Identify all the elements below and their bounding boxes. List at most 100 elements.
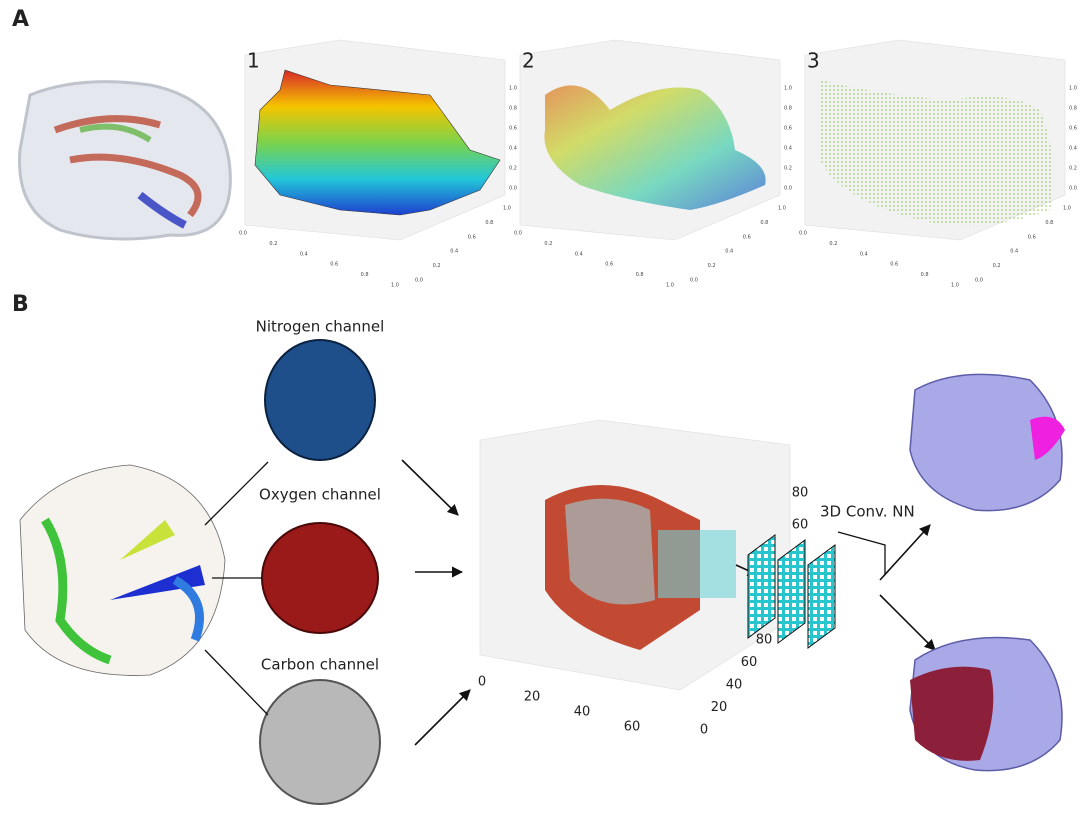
z-ticks-label: 0.4 — [509, 146, 517, 152]
plot-1 — [244, 39, 506, 241]
y-ticks-label: 0.6 — [743, 234, 751, 240]
y-ticks-label: 60 — [741, 655, 758, 670]
x-ticks-label: 1.0 — [951, 283, 959, 289]
helix — [41, 517, 112, 665]
y-ticks-label: 1.0 — [778, 206, 786, 212]
plot-label: 2 — [522, 49, 535, 73]
channel-title: Nitrogen channel — [256, 318, 385, 336]
connector — [204, 461, 269, 526]
x-ticks-label: 60 — [624, 720, 641, 735]
y-ticks-label: 0.6 — [468, 234, 476, 240]
x-ticks-label: 40 — [574, 705, 591, 720]
feature-map — [807, 544, 836, 649]
protein-ribbon — [53, 115, 202, 218]
z-ticks-label: 0.8 — [509, 106, 517, 112]
y-ticks-label: 0.2 — [993, 263, 1001, 269]
y-ticks-label: 0.0 — [975, 278, 983, 284]
voxel-surface — [254, 69, 501, 216]
arrow — [401, 459, 459, 516]
connector — [837, 531, 886, 575]
z-ticks-label: 0.8 — [1069, 106, 1077, 112]
z-ticks-label: 1.0 — [1069, 86, 1077, 92]
panel-b — [19, 339, 1065, 805]
z-ticks-label: 0.8 — [784, 106, 792, 112]
panel-label: A — [12, 7, 29, 32]
point-surface — [544, 85, 766, 210]
y-ticks-label: 0.8 — [485, 220, 493, 226]
binding-site — [1030, 416, 1065, 460]
x-ticks-label: 0.8 — [921, 272, 929, 278]
x-ticks-label: 0.6 — [330, 262, 338, 268]
x-ticks-label: 0.4 — [575, 251, 583, 257]
x-ticks-label: 0.8 — [361, 272, 369, 278]
nitrogen-blob — [264, 339, 376, 461]
plot-3 — [804, 39, 1066, 241]
strand — [120, 520, 175, 560]
x-ticks-label: 0.4 — [860, 251, 868, 257]
z-ticks-label: 0.0 — [1069, 186, 1077, 192]
x-ticks-label: 0.4 — [300, 251, 308, 257]
panel-label: B — [12, 292, 29, 317]
x-ticks-label: 20 — [524, 690, 541, 705]
voxel-cloud — [565, 498, 655, 605]
receptive-field — [658, 530, 736, 598]
conv-layers — [747, 534, 836, 649]
z-ticks-label: 0.2 — [1069, 166, 1077, 172]
output-protein — [909, 373, 1063, 512]
strand — [110, 565, 205, 600]
feature-map — [747, 534, 776, 639]
z-ticks-label: 0.6 — [1069, 126, 1077, 132]
plot-label: 3 — [807, 49, 820, 73]
protein-cartoon — [19, 464, 226, 676]
x-ticks-label: 1.0 — [666, 283, 674, 289]
y-ticks-label: 20 — [711, 700, 728, 715]
point-cloud — [820, 80, 1054, 226]
y-ticks-label: 0.2 — [433, 263, 441, 269]
x-ticks-label: 0.0 — [514, 231, 522, 237]
x-ticks-label: 0.6 — [605, 262, 613, 268]
z-ticks-label: 0.0 — [784, 186, 792, 192]
protein-ribbon — [79, 123, 152, 143]
carbon-blob — [259, 679, 381, 805]
y-ticks-label: 0 — [700, 723, 708, 738]
y-ticks-label: 0.4 — [450, 249, 458, 255]
z-ticks-label: 0.2 — [509, 166, 517, 172]
z-ticks-label: 0.2 — [784, 166, 792, 172]
y-ticks-label: 1.0 — [1063, 206, 1071, 212]
y-ticks-label: 40 — [726, 678, 743, 693]
x-ticks-label: 0.0 — [239, 231, 247, 237]
x-ticks-label: 0.2 — [829, 241, 837, 247]
z-ticks-label: 1.0 — [509, 86, 517, 92]
plot-2 — [519, 39, 781, 241]
y-ticks-label: 0.0 — [690, 278, 698, 284]
network-label: 3D Conv. NN — [820, 503, 915, 521]
predicted-region — [910, 666, 994, 761]
y-ticks-label: 0.0 — [415, 278, 423, 284]
z-ticks-label: 0.6 — [784, 126, 792, 132]
z-ticks-label: 60 — [792, 518, 809, 533]
y-ticks-label: 1.0 — [503, 206, 511, 212]
y-ticks-label: 0.2 — [708, 263, 716, 269]
y-ticks-label: 0.8 — [1045, 220, 1053, 226]
x-ticks-label: 0 — [478, 675, 486, 690]
y-ticks-label: 0.4 — [1010, 249, 1018, 255]
plot-label: 1 — [247, 49, 260, 73]
connector — [204, 649, 269, 716]
oxygen-blob — [261, 522, 379, 634]
z-ticks-label: 80 — [792, 486, 809, 501]
x-ticks-label: 0.6 — [890, 262, 898, 268]
channel-title: Oxygen channel — [259, 486, 381, 504]
y-ticks-label: 0.8 — [760, 220, 768, 226]
x-ticks-label: 0.0 — [799, 231, 807, 237]
x-ticks-label: 0.2 — [544, 241, 552, 247]
y-ticks-label: 80 — [756, 633, 773, 648]
panel-a — [18, 39, 1066, 241]
grid-plot — [479, 419, 791, 691]
x-ticks-label: 1.0 — [391, 283, 399, 289]
z-ticks-label: 0.4 — [784, 146, 792, 152]
helix — [172, 576, 204, 642]
z-ticks-label: 0.6 — [509, 126, 517, 132]
feature-map — [777, 539, 806, 644]
z-ticks-label: 0.0 — [509, 186, 517, 192]
